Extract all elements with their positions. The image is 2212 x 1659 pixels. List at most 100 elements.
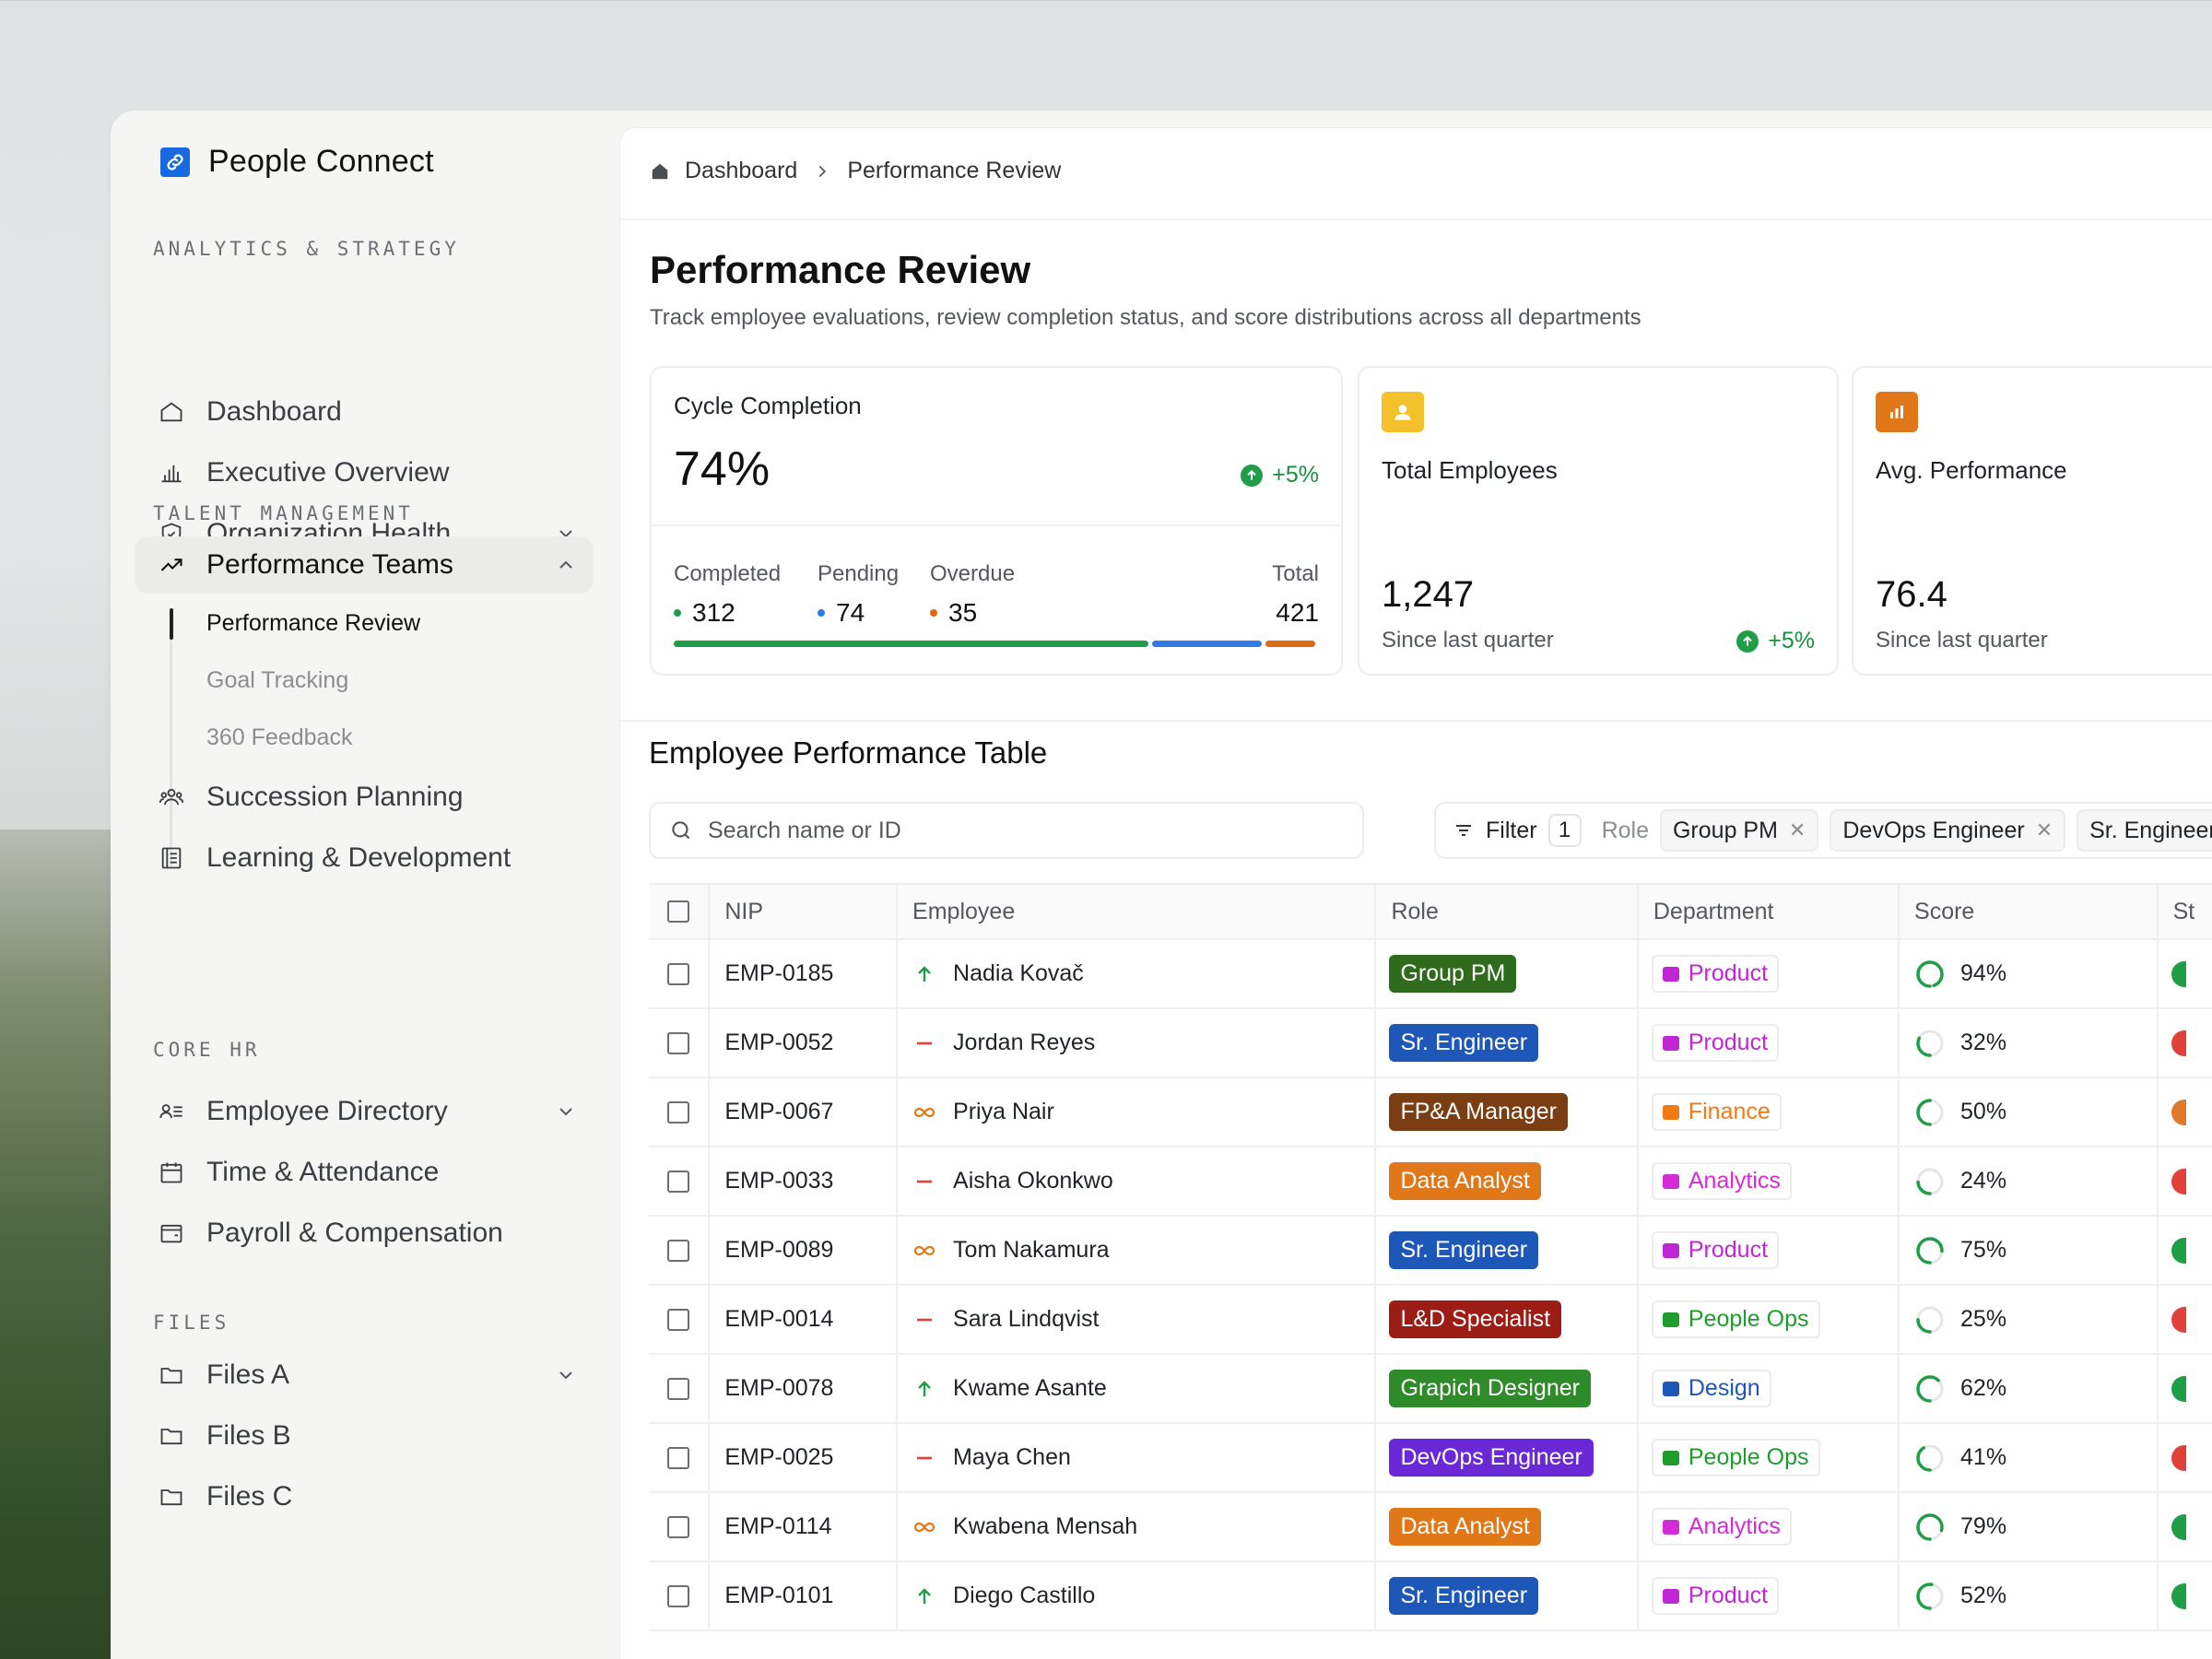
section-files: FILES: [153, 1312, 230, 1334]
department-badge: People Ops: [1651, 1439, 1820, 1477]
sidebar-item-learning-development[interactable]: Learning & Development: [135, 830, 594, 887]
column-header-department[interactable]: Department: [1636, 883, 1900, 940]
row-checkbox[interactable]: [667, 1377, 689, 1400]
status-indicator: [2171, 1168, 2186, 1194]
row-select-cell: [649, 1423, 710, 1493]
employee-name[interactable]: Sara Lindqvist: [953, 1306, 1100, 1332]
employee-name[interactable]: Tom Nakamura: [953, 1237, 1110, 1263]
score-value: 41%: [1960, 1444, 2007, 1470]
sidebar-subitem-goal-tracking[interactable]: Goal Tracking: [206, 667, 349, 693]
breadcrumb-home[interactable]: Dashboard: [685, 158, 798, 183]
sidebar-item-files-c[interactable]: Files C: [135, 1468, 594, 1525]
close-icon[interactable]: ✕: [2035, 818, 2053, 841]
sidebar-item-time-attendance[interactable]: Time & Attendance: [135, 1144, 594, 1201]
column-header-role[interactable]: Role: [1374, 883, 1638, 940]
home-icon[interactable]: [650, 161, 670, 182]
employee-table: NIP Employee Role Department Score St EM…: [649, 883, 2212, 1631]
table-row[interactable]: EMP-0052 Jordan Reyes Sr. Engineer Product 3…: [649, 1008, 2212, 1078]
close-icon[interactable]: ✕: [1788, 818, 1806, 841]
row-checkbox[interactable]: [667, 1031, 689, 1054]
score-cell: 25%: [1898, 1285, 2158, 1355]
employee-name[interactable]: Aisha Okonkwo: [953, 1168, 1113, 1194]
sidebar-item-executive-overview[interactable]: Executive Overview: [135, 444, 594, 501]
employee-name[interactable]: Jordan Reyes: [953, 1030, 1096, 1055]
search-input-wrapper[interactable]: [649, 802, 1364, 859]
submenu-active-indicator: [170, 608, 173, 640]
chevron-up-icon[interactable]: [555, 554, 577, 576]
arrow-up-icon: [912, 1377, 936, 1401]
search-input[interactable]: [708, 817, 1261, 844]
sidebar-item-files-b[interactable]: Files B: [135, 1407, 594, 1465]
chevron-down-icon[interactable]: [555, 1100, 577, 1123]
progress-segment-overdue: [1265, 641, 1315, 647]
column-header-status[interactable]: St: [2156, 883, 2212, 940]
table-row[interactable]: EMP-0101 Diego Castillo Sr. Engineer Produc…: [649, 1561, 2212, 1631]
table-row[interactable]: EMP-0114 Kwabena Mensah Data Analyst Analyt…: [649, 1492, 2212, 1562]
row-checkbox[interactable]: [667, 1170, 689, 1193]
row-checkbox[interactable]: [667, 962, 689, 985]
score-ring-fill: [1916, 1029, 1944, 1057]
pending-value: 74: [836, 598, 865, 627]
employee-name[interactable]: Diego Castillo: [953, 1583, 1096, 1608]
score-ring-icon: [1916, 1098, 1944, 1126]
column-header-nip[interactable]: NIP: [708, 883, 898, 940]
employee-name[interactable]: Maya Chen: [953, 1444, 1071, 1470]
chevron-down-icon[interactable]: [555, 1364, 577, 1386]
filter-chip[interactable]: DevOps Engineer ✕: [1830, 809, 2066, 852]
employee-name[interactable]: Nadia Kovač: [953, 960, 1084, 986]
arrow-up-icon: [912, 962, 936, 986]
sidebar-item-performance-teams[interactable]: Performance Teams: [135, 536, 594, 594]
cycle-completion-card: Cycle Completion 74% +5% Completed 312 P…: [650, 366, 1343, 676]
column-header-score[interactable]: Score: [1898, 883, 2158, 940]
nip-cell: EMP-0052: [708, 1008, 898, 1078]
table-row[interactable]: EMP-0067 Priya Nair FP&A Manager Finance 50%: [649, 1077, 2212, 1147]
sidebar-item-files-a[interactable]: Files A: [135, 1347, 594, 1404]
row-checkbox[interactable]: [667, 1239, 689, 1262]
score-ring-icon: [1916, 1582, 1944, 1610]
employee-name[interactable]: Kwame Asante: [953, 1375, 1107, 1401]
select-all-checkbox[interactable]: [667, 900, 689, 923]
department-icon: [1662, 1242, 1679, 1258]
table-row[interactable]: EMP-0089 Tom Nakamura Sr. Engineer Product 7…: [649, 1216, 2212, 1286]
row-select-cell: [649, 1216, 710, 1286]
row-checkbox[interactable]: [667, 1446, 689, 1469]
score-cell: 50%: [1898, 1077, 2158, 1147]
sidebar-subitem-360-feedback[interactable]: 360 Feedback: [206, 724, 353, 750]
table-row[interactable]: EMP-0033 Aisha Okonkwo Data Analyst Analyti…: [649, 1147, 2212, 1217]
employee-name[interactable]: Kwabena Mensah: [953, 1513, 1138, 1539]
table-row[interactable]: EMP-0185 Nadia Kovač Group PM Product 94%: [649, 939, 2212, 1009]
row-checkbox[interactable]: [667, 1515, 689, 1538]
employee-cell: Jordan Reyes: [896, 1008, 1376, 1078]
filter-button[interactable]: Filter 1: [1453, 814, 1582, 847]
cycle-completion-value: 74%: [674, 442, 771, 496]
table-row[interactable]: EMP-0014 Sara Lindqvist L&D Specialist Peop…: [649, 1285, 2212, 1355]
department-badge: Product: [1651, 1024, 1780, 1062]
sidebar-item-succession-planning[interactable]: Succession Planning: [135, 769, 594, 826]
role-badge: Sr. Engineer: [1389, 1024, 1539, 1062]
department-icon: [1662, 1450, 1679, 1465]
sidebar-subitem-performance-review[interactable]: Performance Review: [206, 610, 421, 636]
table-row[interactable]: EMP-0025 Maya Chen DevOps Engineer People O…: [649, 1423, 2212, 1493]
department-badge: Analytics: [1651, 1162, 1792, 1200]
department-icon: [1662, 1104, 1679, 1120]
sidebar-item-payroll-compensation[interactable]: Payroll & Compensation: [135, 1205, 594, 1262]
employee-name[interactable]: Priya Nair: [953, 1099, 1054, 1124]
department-icon: [1662, 1588, 1679, 1604]
sidebar-item-dashboard[interactable]: Dashboard: [135, 383, 594, 441]
filter-chip[interactable]: Sr. Engineer✕: [2077, 809, 2212, 852]
total-value: 421: [1276, 598, 1319, 627]
role-cell: FP&A Manager: [1374, 1077, 1638, 1147]
row-select-cell: [649, 1492, 710, 1562]
column-header-employee[interactable]: Employee: [896, 883, 1376, 940]
row-checkbox[interactable]: [667, 1584, 689, 1607]
row-checkbox[interactable]: [667, 1308, 689, 1331]
department-badge: Analytics: [1651, 1508, 1792, 1546]
wallet-icon: [157, 1218, 186, 1248]
filter-chip[interactable]: Group PM ✕: [1659, 809, 1819, 852]
orange-dot-icon: [930, 609, 937, 617]
row-select-cell: [649, 1147, 710, 1217]
row-checkbox[interactable]: [667, 1100, 689, 1124]
table-row[interactable]: EMP-0078 Kwame Asante Grapich Designer Desi…: [649, 1354, 2212, 1424]
sidebar-item-employee-directory[interactable]: Employee Directory: [135, 1083, 594, 1140]
row-select-cell: [649, 1285, 710, 1355]
